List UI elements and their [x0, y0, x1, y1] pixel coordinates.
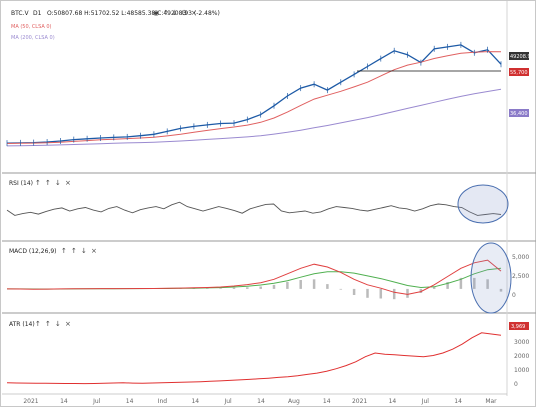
rsi-series-line: [6, 201, 502, 216]
time-tick-label: 14: [257, 398, 265, 405]
time-tick-label: Aug: [288, 398, 300, 405]
time-tick-label: 14: [126, 398, 134, 405]
macd-title: MACD (12,26,9): [9, 248, 56, 255]
arrow-down-icon[interactable]: ↓: [172, 9, 178, 17]
time-tick-label: Jul: [421, 398, 430, 405]
arrow-up-icon[interactable]: ↑: [35, 320, 41, 328]
macd-series-line: [6, 259, 502, 295]
price-tag-label: 36,400: [510, 111, 528, 117]
macd-tick-label: 0: [512, 292, 516, 299]
macd-plot: [6, 259, 503, 300]
ma50-series-line: [6, 51, 502, 144]
time-tick-label: 2021: [23, 398, 38, 405]
time-tick-label: 14: [191, 398, 199, 405]
macd-panel-header: MACD (12,26,9) ↑ ↑ ↓ ×: [9, 247, 97, 255]
close-icon[interactable]: ×: [65, 179, 71, 187]
rsi-title: RSI (14): [9, 180, 33, 187]
arrow-up-icon[interactable]: ↑: [71, 247, 77, 255]
arrow-up-icon[interactable]: ↑: [163, 9, 169, 17]
rsi-plot: [6, 201, 502, 216]
close-icon[interactable]: ×: [191, 9, 197, 17]
ohlc-readout: O:50807.68 H:51702.52 L:48585.38 C:49208…: [47, 10, 220, 17]
atr-tick-label: 3000: [514, 339, 529, 346]
ma200-series-line: [6, 88, 502, 147]
eye-icon[interactable]: ◉: [153, 9, 159, 17]
price-series-line: [6, 44, 502, 144]
atr-panel-header: ATR (14) ↑ ↑ ↓ ×: [9, 320, 71, 328]
time-tick-label: Jul: [92, 398, 101, 405]
atr-title: ATR (14): [9, 321, 35, 328]
time-tick-label: Mar: [485, 398, 497, 405]
atr-plot: 3,969: [6, 322, 529, 385]
rsi-highlight-circle: [457, 184, 509, 224]
price-plot: [6, 41, 502, 147]
time-tick-label: 14: [323, 398, 331, 405]
ma200-legend: MA (200, CLSA 0): [11, 35, 55, 41]
macd-tick-label: 2,500: [512, 273, 529, 280]
price-tag-label: 55,700: [510, 70, 528, 76]
atr-tick-label: 2000: [514, 353, 529, 360]
price-panel-header: BTC.V D1 O:50807.68 H:51702.52 L:48585.3…: [11, 9, 220, 41]
arrow-down-icon[interactable]: ↓: [55, 179, 61, 187]
macd-highlight-circle: [470, 242, 512, 314]
macd-tick-label: 5,000: [512, 254, 529, 261]
arrow-up-icon[interactable]: ↑: [61, 247, 67, 255]
time-tick-label: Jul: [223, 398, 232, 405]
close-icon[interactable]: ×: [65, 320, 71, 328]
price-tag-box: [509, 68, 529, 76]
arrow-up-icon[interactable]: ↑: [45, 179, 51, 187]
time-axis-labels: 2021 14 Jul 14 Ind 14 Jul 14 Aug 14 2021 14 Jul 14 Mar: [23, 398, 497, 405]
time-tick-label: 14: [454, 398, 462, 405]
price-tag-box: [509, 52, 529, 60]
atr-price-tag-label: 3,969: [511, 324, 525, 330]
price-tag-label: 49208.93: [510, 54, 534, 60]
time-tick-label: Ind: [158, 398, 168, 405]
interval-label: D1: [33, 10, 42, 17]
close-icon[interactable]: ×: [91, 247, 97, 255]
ma50-legend: MA (50, CLSA 0): [11, 24, 52, 30]
symbol-label: BTC.V: [11, 10, 30, 17]
atr-tick-label: 0: [514, 381, 518, 388]
atr-series-line: [6, 332, 502, 385]
arrow-up-icon[interactable]: ↑: [35, 179, 41, 187]
rsi-panel-header: RSI (14) ↑ ↑ ↓ ×: [9, 179, 71, 187]
gear-icon[interactable]: ⚙: [181, 9, 187, 17]
price-scale: 49208.93 55,700 36,400: [509, 52, 534, 117]
signal-series-line: [7, 267, 502, 290]
time-tick-label: 14: [389, 398, 397, 405]
atr-price-tag-box: [509, 322, 529, 330]
time-tick-label: 2021: [352, 398, 367, 405]
arrow-down-icon[interactable]: ↓: [81, 247, 87, 255]
atr-tick-label: 1000: [514, 367, 529, 374]
price-tag-box: [509, 109, 529, 117]
time-tick-label: 14: [60, 398, 68, 405]
arrow-down-icon[interactable]: ↓: [55, 320, 61, 328]
arrow-up-icon[interactable]: ↑: [45, 320, 51, 328]
